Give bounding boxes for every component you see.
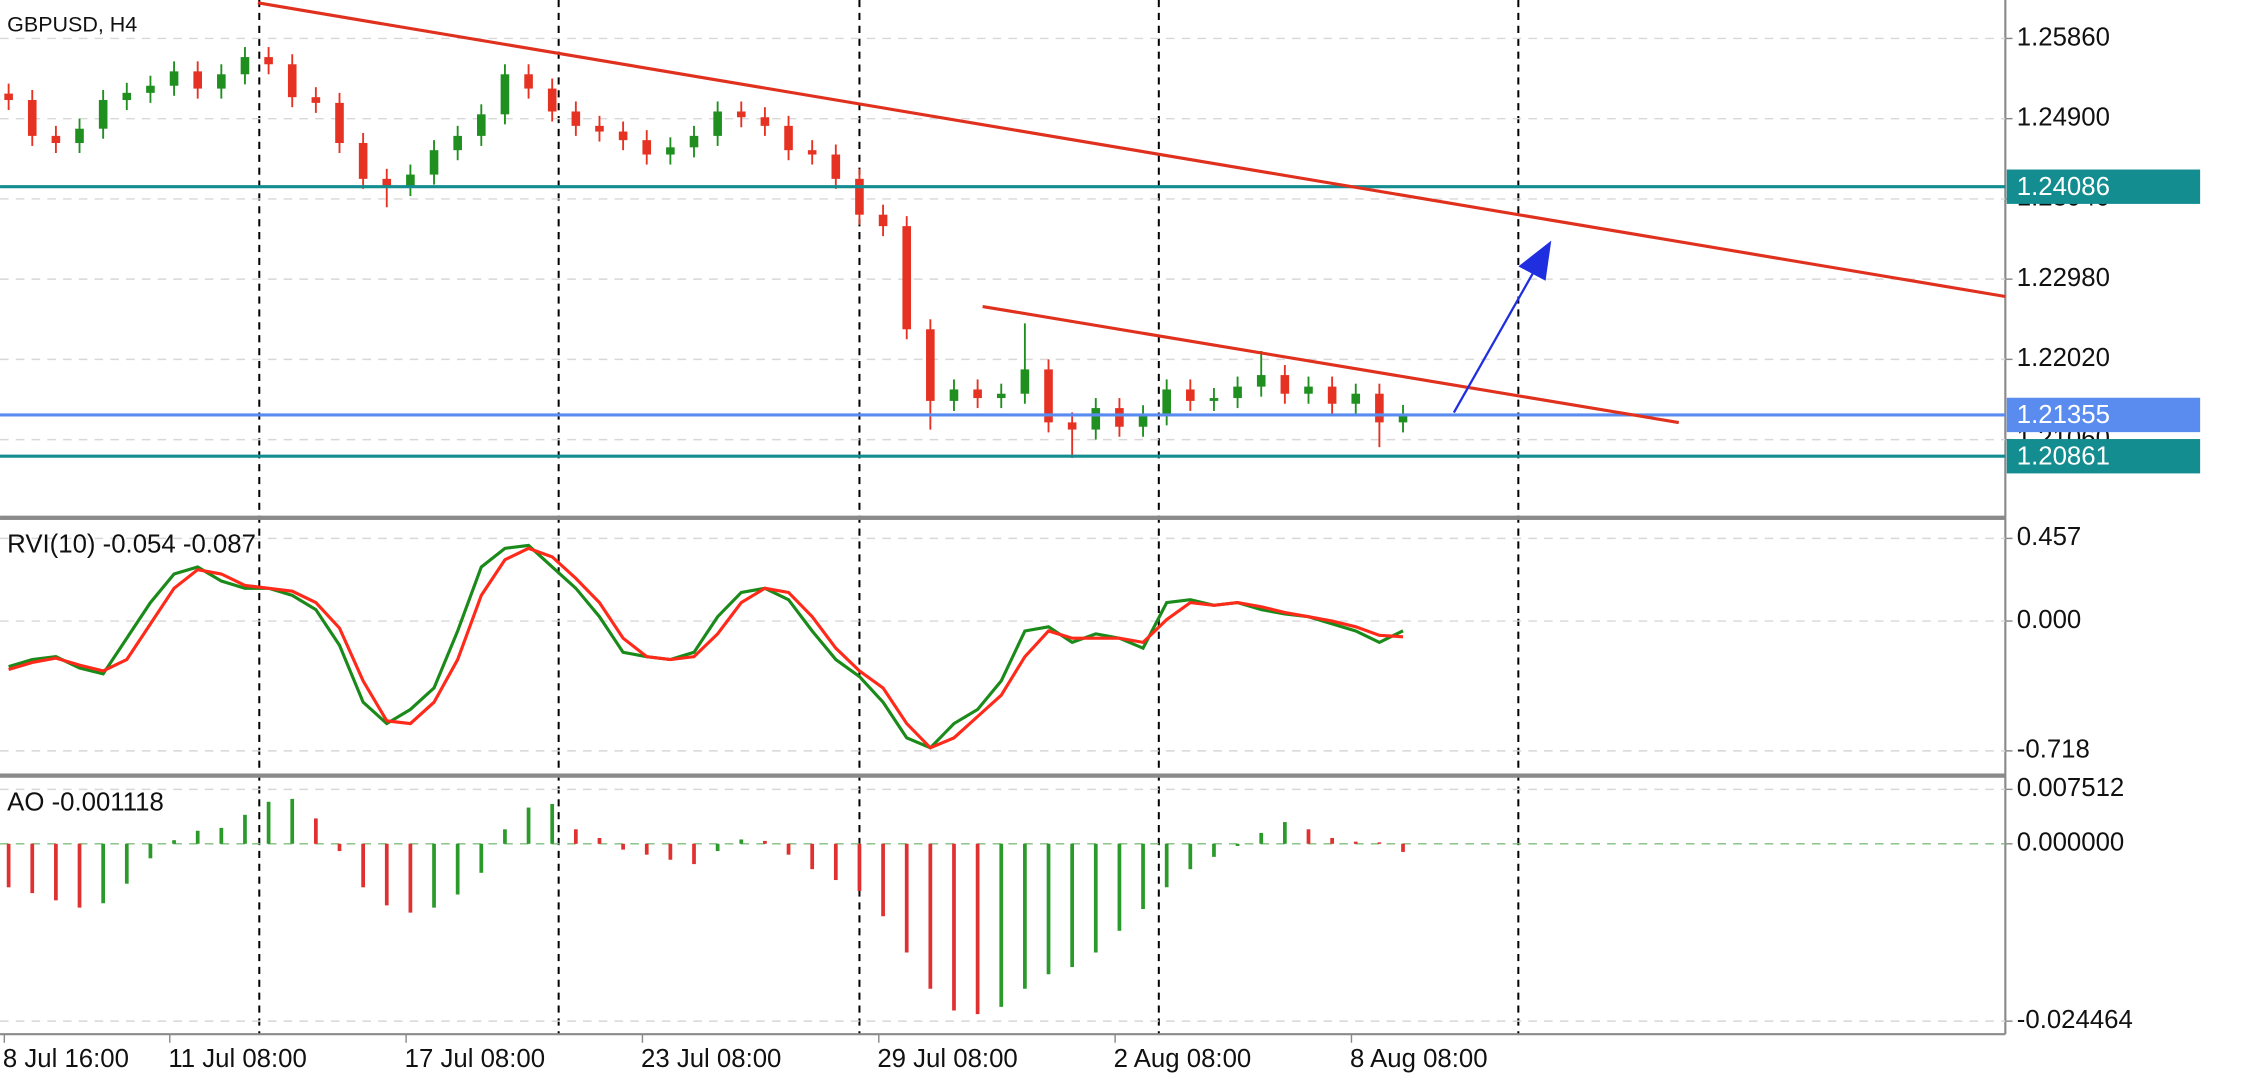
candle-body (618, 131, 628, 141)
x-tick-label: 11 Jul 08:00 (168, 1045, 306, 1073)
candle-body (1209, 398, 1219, 401)
candle-body (429, 150, 439, 175)
candle-body (689, 135, 699, 148)
candle-body (1186, 389, 1195, 401)
arrow-head (1518, 240, 1552, 281)
price-level-label: 1.24086 (2017, 173, 2110, 201)
candle-body (642, 140, 652, 155)
candle-body (1138, 415, 1148, 427)
price-level-label-bg (2006, 397, 2201, 433)
y-tick-label: 0.457 (2017, 523, 2081, 551)
candle-body (973, 389, 982, 399)
candle-body (1304, 386, 1313, 394)
candle-body (287, 64, 297, 98)
candle-body (122, 92, 132, 101)
candle-body (27, 100, 37, 136)
panel-title: RVI(10) -0.054 -0.087 (7, 531, 256, 559)
indicator-line (8, 546, 1404, 750)
candle-body (666, 147, 675, 155)
y-tick-label: 0.000000 (2017, 829, 2124, 857)
candle-body (1067, 422, 1077, 430)
candle-body (1091, 408, 1101, 430)
candle-body (1280, 375, 1290, 394)
candle-body (453, 135, 462, 151)
candle-body (949, 389, 959, 401)
candle-body (240, 57, 250, 75)
panel-divider (0, 773, 2006, 778)
candle-body (1327, 386, 1337, 404)
candle-body (736, 111, 746, 118)
panel-title: AO -0.001118 (7, 788, 164, 816)
y-tick-label: 0.000 (2017, 606, 2081, 634)
drawings (257, 1, 2006, 425)
candle-body (547, 88, 557, 112)
candle-body (855, 178, 864, 215)
candle-body (51, 135, 61, 143)
candle-body (831, 154, 841, 179)
candle-body (406, 174, 415, 187)
candle-body (311, 97, 321, 103)
candle-body (477, 114, 486, 136)
x-tick-label: 2 Aug 08:00 (1114, 1045, 1252, 1073)
candle-body (98, 100, 108, 129)
y-tick-label: 0.007512 (2017, 774, 2124, 802)
trend-line (257, 1, 2006, 299)
candle-body (713, 111, 722, 136)
x-tick-label: 23 Jul 08:00 (641, 1045, 781, 1073)
candle-body (996, 393, 1006, 399)
candle-body (760, 117, 770, 126)
indicator-line (8, 543, 1404, 750)
panel-title: GBPUSD, H4 (7, 12, 137, 36)
y-tick-label: 1.22020 (2017, 344, 2110, 372)
candle-body (193, 71, 202, 89)
candle-body (902, 226, 912, 330)
x-tick-label: 8 Aug 08:00 (1350, 1045, 1488, 1073)
candle-body (1256, 375, 1266, 387)
candle-body (784, 125, 793, 151)
panel-frame (0, 0, 2007, 1036)
candle-body (1398, 414, 1408, 423)
y-tick-label: -0.718 (2017, 736, 2090, 764)
y-tick-label: 1.24900 (2017, 103, 2110, 131)
y-tick-label: -0.024464 (2017, 1006, 2133, 1034)
candle-body (524, 74, 533, 89)
panel-divider (0, 515, 2006, 520)
candle-body (169, 71, 179, 86)
candle-body (75, 128, 84, 143)
candle-body (1351, 393, 1361, 404)
x-tick-label: 17 Jul 08:00 (405, 1045, 545, 1073)
candle-body (335, 102, 344, 143)
arrow-shaft (1452, 262, 1540, 414)
price-level-label-bg (2006, 439, 2201, 474)
candle-body (878, 214, 888, 227)
candle-body (1044, 369, 1053, 423)
candle-body (1020, 369, 1030, 394)
x-tick-label: 29 Jul 08:00 (877, 1045, 1017, 1073)
candle-body (217, 74, 226, 89)
candle-body (500, 74, 510, 115)
candle-body (358, 142, 368, 179)
candle-body (1162, 389, 1171, 416)
x-tick-label: 8 Jul 16:00 (3, 1045, 129, 1073)
candle-body (807, 150, 817, 155)
candle-body (1115, 408, 1124, 427)
price-level-label: 1.20861 (2017, 442, 2110, 470)
y-tick-label: 1.22980 (2017, 264, 2110, 292)
candle-body (4, 93, 13, 101)
candle-body (571, 111, 581, 126)
candle-body (926, 329, 935, 401)
y-tick-label: 1.25860 (2017, 23, 2110, 51)
candle-body (1233, 386, 1242, 399)
candle-body (382, 178, 392, 187)
candle-body (1375, 393, 1384, 423)
trend-line (982, 304, 1680, 425)
candle-body (146, 85, 155, 93)
candle-body (595, 125, 604, 132)
candle-body (264, 57, 273, 65)
price-level-label-bg (2006, 169, 2201, 204)
price-level-label: 1.21355 (2017, 401, 2110, 429)
